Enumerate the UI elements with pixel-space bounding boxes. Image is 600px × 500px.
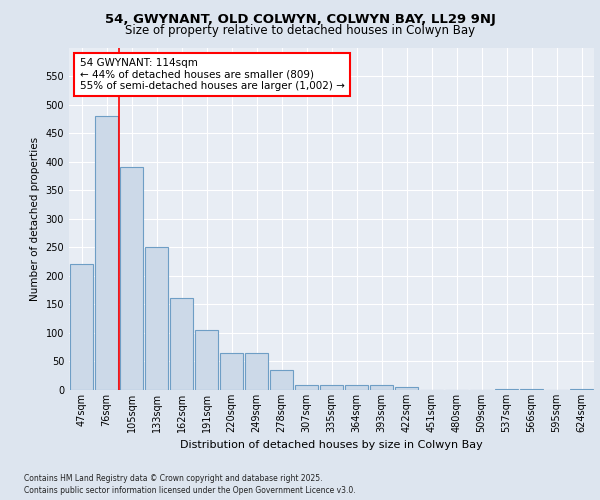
Bar [320, 386, 343, 390]
Text: 54, GWYNANT, OLD COLWYN, COLWYN BAY, LL29 9NJ: 54, GWYNANT, OLD COLWYN, COLWYN BAY, LL2… [104, 12, 496, 26]
Bar [220, 353, 244, 390]
Bar [269, 370, 293, 390]
Text: Size of property relative to detached houses in Colwyn Bay: Size of property relative to detached ho… [125, 24, 475, 37]
Bar [520, 389, 544, 390]
Bar [95, 116, 118, 390]
Bar [395, 387, 418, 390]
Bar [119, 168, 143, 390]
Bar [295, 386, 319, 390]
X-axis label: Distribution of detached houses by size in Colwyn Bay: Distribution of detached houses by size … [180, 440, 483, 450]
Text: 54 GWYNANT: 114sqm
← 44% of detached houses are smaller (809)
55% of semi-detach: 54 GWYNANT: 114sqm ← 44% of detached hou… [79, 58, 344, 91]
Bar [370, 386, 394, 390]
Bar [344, 386, 368, 390]
Bar [145, 248, 169, 390]
Bar [494, 389, 518, 390]
Bar [170, 298, 193, 390]
Bar [245, 353, 268, 390]
Bar [569, 389, 593, 390]
Text: Contains public sector information licensed under the Open Government Licence v3: Contains public sector information licen… [24, 486, 356, 495]
Text: Contains HM Land Registry data © Crown copyright and database right 2025.: Contains HM Land Registry data © Crown c… [24, 474, 323, 483]
Y-axis label: Number of detached properties: Number of detached properties [30, 136, 40, 301]
Bar [70, 264, 94, 390]
Bar [194, 330, 218, 390]
